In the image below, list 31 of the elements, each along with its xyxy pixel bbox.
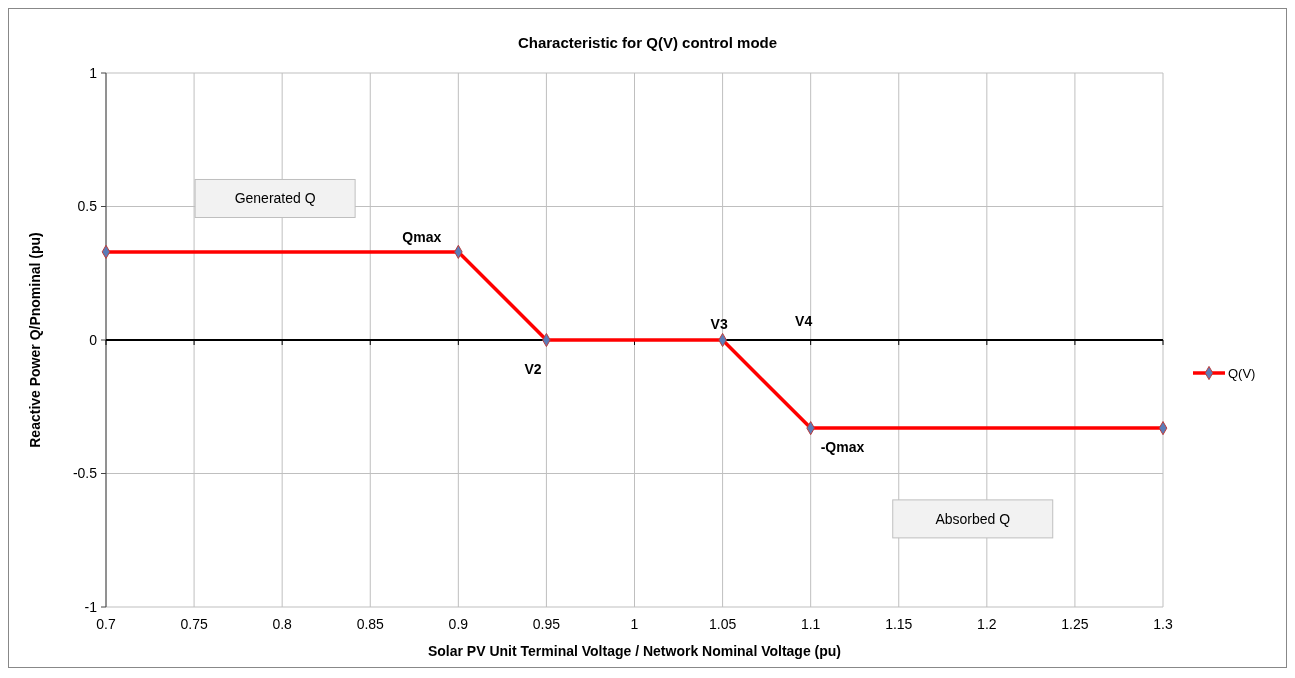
x-tick-label: 0.85 (356, 616, 385, 632)
x-tick-label: 1.05 (708, 616, 737, 632)
text-box: Absorbed Q (892, 499, 1054, 539)
annotation: V2 (524, 361, 542, 377)
x-tick-label: 1.3 (1153, 616, 1173, 632)
y-tick-label: -0.5 (72, 465, 98, 482)
annotation: Generated Q (234, 190, 316, 207)
x-tick-label: 1.25 (1061, 616, 1089, 632)
y-tick-label: 0.5 (77, 198, 98, 215)
y-tick-label: 0 (89, 331, 98, 348)
x-tick-label: 0.7 (96, 616, 116, 632)
y-axis-title: Reactive Power Q/Pnominal (pu) (27, 232, 43, 448)
chart-title: Characteristic for Q(V) control mode (517, 34, 778, 51)
x-tick-label: 0.9 (448, 616, 469, 632)
x-tick-label: 1.1 (800, 616, 821, 632)
x-axis-title: Solar PV Unit Terminal Voltage / Network Nominal Voltage (pu) (427, 643, 842, 659)
legend-label: Q(V) (1228, 365, 1256, 381)
y-tick-label: -1 (84, 598, 98, 615)
annotation: V3 (710, 316, 728, 332)
x-tick-label: 0.75 (180, 616, 208, 632)
annotation: -Qmax (820, 439, 865, 456)
annotation: Absorbed Q (935, 510, 1011, 527)
x-tick-label: 1.15 (885, 616, 913, 632)
y-tick-label: 1 (89, 64, 98, 81)
x-tick-label: 0.8 (272, 616, 293, 632)
annotation: Qmax (402, 228, 442, 245)
x-tick-label: 1.2 (977, 616, 997, 632)
x-tick-label: 1 (630, 616, 639, 632)
annotation: V4 (795, 313, 813, 330)
x-tick-label: 0.95 (532, 616, 561, 632)
text-box: Generated Q (194, 179, 356, 218)
